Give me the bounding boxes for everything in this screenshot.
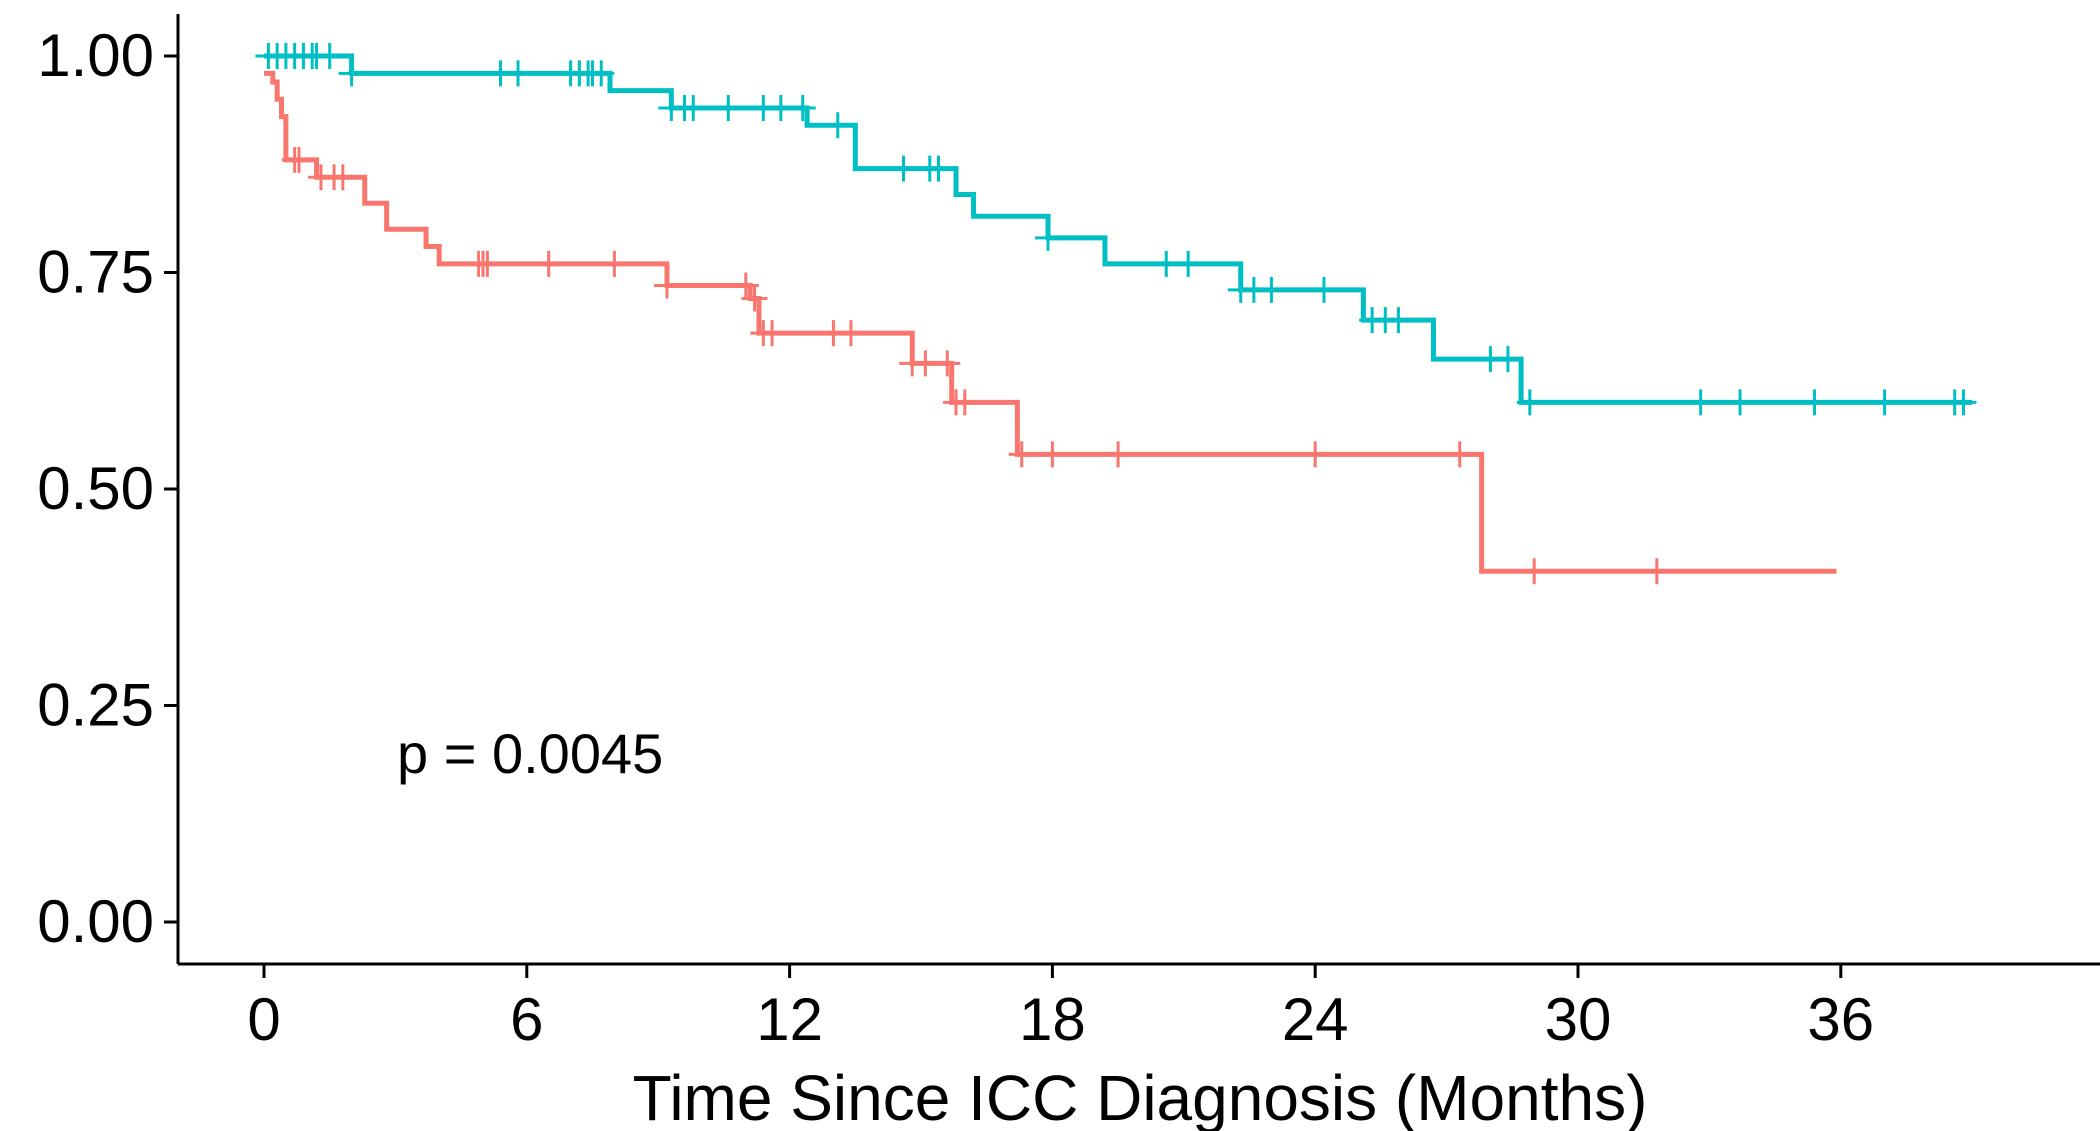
- x-tick-label: 0: [247, 986, 280, 1053]
- censor-mark: [1153, 250, 1180, 277]
- x-tick-label: 30: [1545, 986, 1612, 1053]
- x-tick-label: 24: [1282, 986, 1349, 1053]
- censor-mark: [535, 250, 562, 277]
- censor-mark: [890, 155, 917, 182]
- censor-mark: [338, 60, 365, 87]
- p-value-annotation: p = 0.0045: [397, 722, 663, 785]
- censor-mark: [1385, 307, 1412, 334]
- censor-mark: [286, 146, 313, 173]
- censor-mark: [653, 272, 680, 299]
- y-tick-label: 0.50: [37, 455, 154, 522]
- y-tick-label: 0.25: [37, 672, 154, 739]
- y-tick-label: 1.00: [37, 22, 154, 89]
- x-tick-label: 6: [510, 986, 543, 1053]
- censor-mark: [1687, 389, 1714, 416]
- censor-mark: [837, 320, 864, 347]
- censor-mark: [1801, 389, 1828, 416]
- censor-mark: [1871, 389, 1898, 416]
- censor-mark: [824, 112, 851, 139]
- censor-mark: [1258, 276, 1285, 303]
- x-axis-ticks: 0 6 12 18 24 30 36: [247, 964, 1874, 1053]
- censor-mark: [741, 285, 768, 312]
- censor-mark: [759, 320, 786, 347]
- censor-mark: [767, 94, 794, 121]
- censor-mark: [680, 94, 707, 121]
- censor-mark: [505, 60, 532, 87]
- censor-mark: [1310, 276, 1337, 303]
- censor-mark: [316, 43, 343, 69]
- series-group: [255, 43, 1977, 416]
- censor-mark: [474, 250, 501, 277]
- censor-mark: [1008, 441, 1035, 468]
- censor-mark: [329, 164, 356, 191]
- x-axis-title: Time Since ICC Diagnosis (Months): [633, 1062, 1648, 1131]
- censor-mark: [715, 94, 742, 121]
- censor-mark: [1175, 250, 1202, 277]
- censor-mark: [1039, 441, 1066, 468]
- censor-mark: [1950, 389, 1977, 416]
- series-layer: [255, 43, 1977, 585]
- series-group: [264, 70, 1837, 585]
- survival-curve-line: [264, 53, 1973, 405]
- x-tick-label: 12: [756, 986, 823, 1053]
- censor-mark: [1105, 441, 1132, 468]
- censor-mark: [1494, 346, 1521, 373]
- censor-mark: [951, 389, 978, 416]
- censor-mark: [925, 155, 952, 182]
- censor-mark: [588, 60, 615, 87]
- censor-mark: [1727, 389, 1754, 416]
- censor-mark: [934, 350, 961, 377]
- y-tick-label: 0.00: [37, 888, 154, 955]
- y-tick-label: 0.75: [37, 239, 154, 306]
- censor-mark: [912, 350, 939, 377]
- censor-mark: [1516, 389, 1543, 416]
- censor-mark: [789, 94, 816, 121]
- censor-mark: [601, 250, 628, 277]
- x-tick-label: 36: [1807, 986, 1874, 1053]
- censor-mark: [1643, 558, 1670, 585]
- x-tick-label: 18: [1019, 986, 1086, 1053]
- survival-curve-line: [264, 70, 1837, 574]
- censor-mark: [1302, 441, 1329, 468]
- censor-mark: [1521, 558, 1548, 585]
- censor-mark: [1446, 441, 1473, 468]
- y-axis-ticks: 0.00 0.25 0.50 0.75 1.00: [37, 22, 178, 955]
- censor-mark: [1035, 224, 1062, 251]
